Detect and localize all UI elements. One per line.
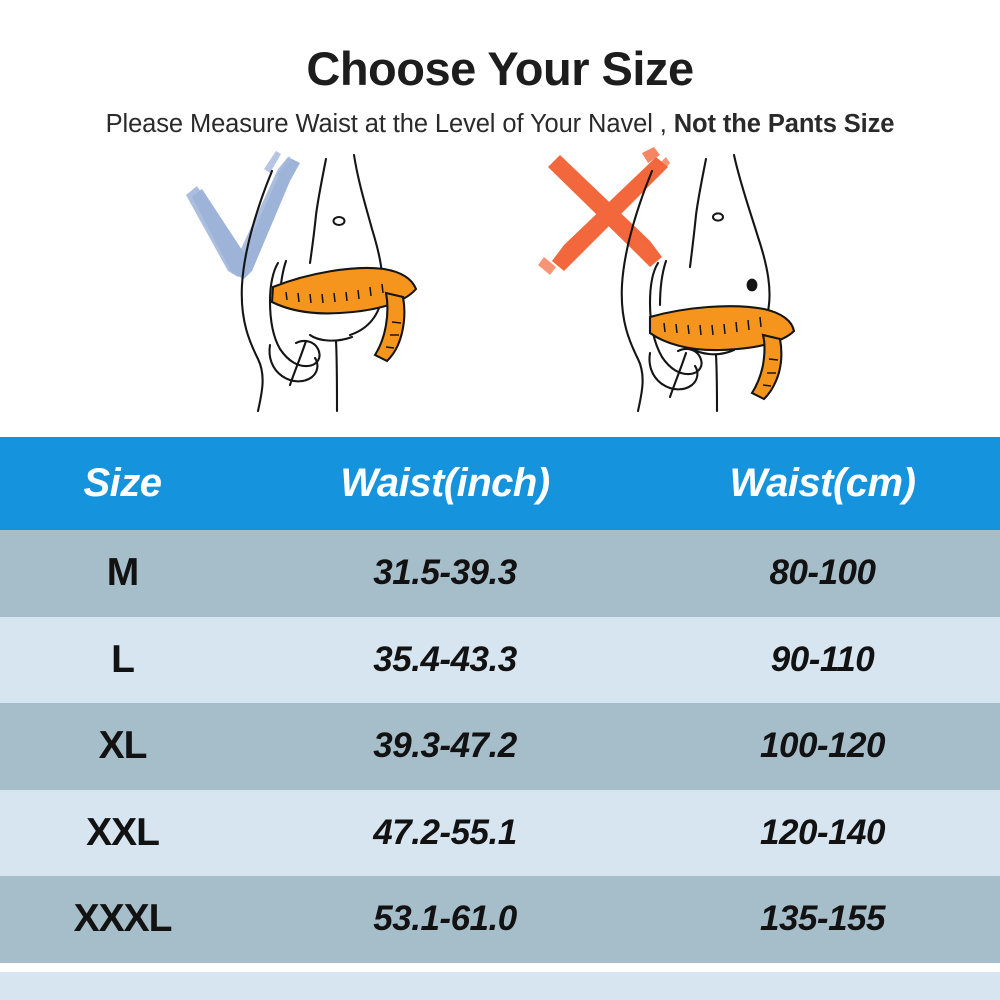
illustration-incorrect [520, 145, 940, 415]
table-row: XXXL 53.1-61.0 135-155 [0, 876, 1000, 963]
illustration-row [0, 145, 1000, 415]
header-block: Choose Your Size Please Measure Waist at… [0, 0, 1000, 139]
table-row: L 35.4-43.3 90-110 [0, 616, 1000, 703]
table-row: XXL 47.2-55.1 120-140 [0, 789, 1000, 876]
cell-waist-cm: 135-155 [645, 876, 1000, 963]
size-chart-table: Size Waist(inch) Waist(cm) M 31.5-39.3 8… [0, 437, 1000, 963]
column-header-size: Size [0, 437, 245, 530]
cell-waist-inch: 39.3-47.2 [245, 703, 645, 790]
cell-waist-inch: 53.1-61.0 [245, 876, 645, 963]
cross-mark-icon [538, 147, 670, 276]
measuring-tape-icon [648, 305, 796, 401]
cell-waist-cm: 90-110 [645, 616, 1000, 703]
cell-size: XXXL [0, 876, 245, 963]
table-row: M 31.5-39.3 80-100 [0, 530, 1000, 617]
table-header-row: Size Waist(inch) Waist(cm) [0, 437, 1000, 530]
cell-waist-cm: 100-120 [645, 703, 1000, 790]
column-header-waist-cm: Waist(cm) [645, 437, 1000, 530]
cell-waist-inch: 47.2-55.1 [245, 789, 645, 876]
cell-waist-cm: 120-140 [645, 789, 1000, 876]
check-mark-icon [186, 151, 300, 280]
page-title: Choose Your Size [306, 42, 694, 95]
cell-size: XXL [0, 789, 245, 876]
cell-waist-cm: 80-100 [645, 530, 1000, 617]
illustration-correct [140, 145, 560, 415]
cell-size: M [0, 530, 245, 617]
column-header-waist-inch: Waist(inch) [245, 437, 645, 530]
page-subtitle: Please Measure Waist at the Level of You… [0, 110, 1000, 139]
cell-size: XL [0, 703, 245, 790]
cell-waist-inch: 35.4-43.3 [245, 616, 645, 703]
page-subtitle-regular: Please Measure Waist at the Level of You… [105, 110, 667, 139]
cell-size: L [0, 616, 245, 703]
measuring-tape-icon [270, 267, 418, 363]
cell-waist-inch: 31.5-39.3 [245, 530, 645, 617]
page-subtitle-emphasis: Not the Pants Size [673, 110, 895, 139]
table-row: XL 39.3-47.2 100-120 [0, 703, 1000, 790]
table-bottom-strip [0, 972, 1000, 1000]
